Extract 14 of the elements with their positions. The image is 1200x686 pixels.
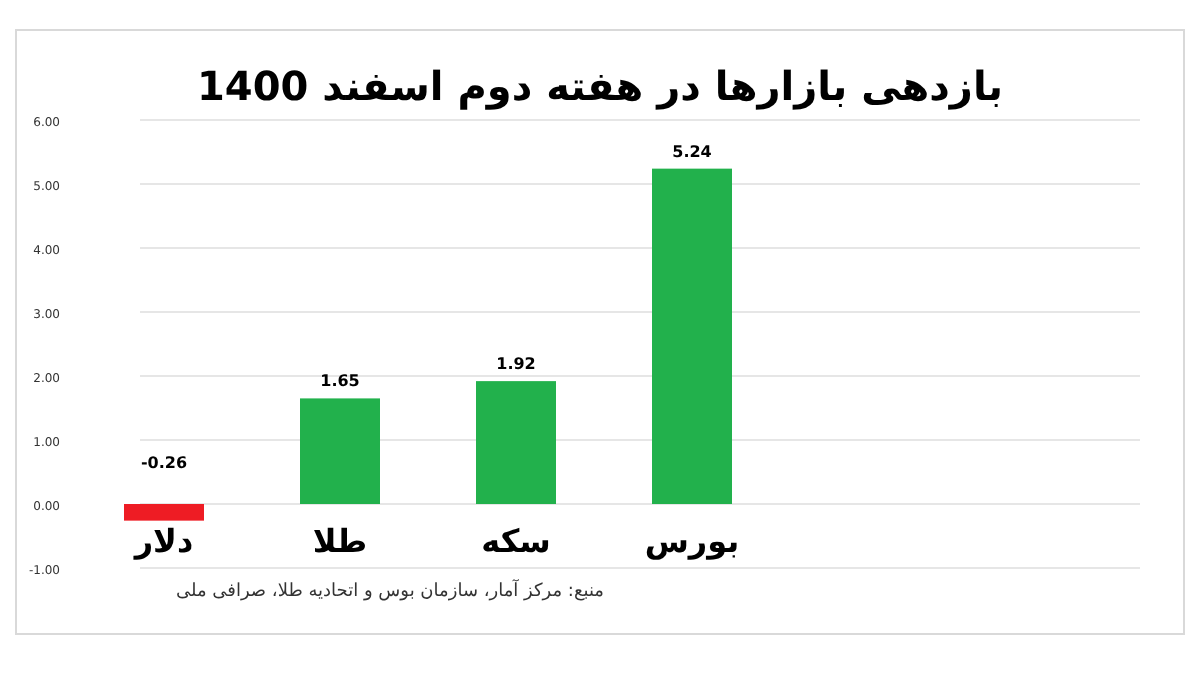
x-tick-label: طلا (312, 522, 368, 560)
x-tick-label: سکه (481, 522, 551, 560)
data-label: 1.92 (496, 355, 536, 374)
text: منبع: مرکز آمار، سازمان بوس و اتحادیه طلا، صرافی ملی (175, 578, 605, 602)
x-tick-label: بورس (644, 522, 740, 560)
chart-title: بازدهی بازارها در هفته دوم اسفند 1400 (197, 62, 1003, 110)
data-label: -0.26 (140, 454, 188, 472)
bar (124, 504, 204, 521)
data-label: 5.24 (672, 142, 713, 161)
bar (652, 168, 732, 504)
data-label: 1.65 (320, 372, 361, 391)
bar (476, 381, 556, 504)
bar (300, 398, 380, 504)
x-tick-label: دلار (132, 522, 194, 560)
